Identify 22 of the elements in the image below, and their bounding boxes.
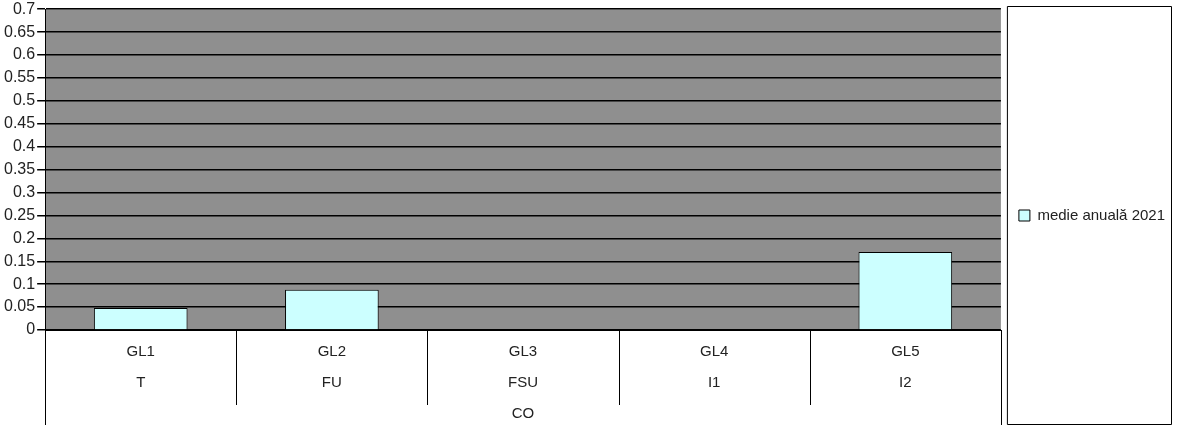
y-tick-label: 0.65 bbox=[4, 22, 36, 40]
x-tick-label: GL2 FU bbox=[317, 341, 347, 391]
y-tick-label: 0.4 bbox=[12, 137, 36, 155]
x-tick-label: GL1 T bbox=[126, 341, 155, 391]
y-tick-label: 0.35 bbox=[4, 160, 36, 178]
y-tick-label: 0.6 bbox=[12, 45, 36, 63]
y-tick-label: 0.45 bbox=[4, 114, 36, 132]
y-tick-label: 0.15 bbox=[4, 251, 36, 269]
y-tick-label: 0 bbox=[26, 320, 36, 338]
y-tick-label: 0.3 bbox=[12, 182, 36, 200]
y-tick-label: 0.25 bbox=[4, 205, 36, 223]
y-tick-label: 0.2 bbox=[12, 228, 36, 246]
x-tick-label: GL3 FSU bbox=[508, 341, 539, 391]
y-tick-label: 0.05 bbox=[4, 297, 36, 315]
y-tick-label: 0.1 bbox=[12, 274, 36, 292]
x-tick-label: GL4 I1 bbox=[699, 341, 729, 391]
x-tick-label: GL5 I2 bbox=[891, 341, 920, 391]
x-axis-title: CO bbox=[511, 404, 535, 422]
y-tick-label: 0.55 bbox=[4, 68, 36, 86]
y-tick-label: 0.7 bbox=[12, 0, 36, 17]
legend-label: medie anuală 2021 bbox=[1037, 205, 1166, 223]
y-tick-label: 0.5 bbox=[12, 91, 36, 109]
